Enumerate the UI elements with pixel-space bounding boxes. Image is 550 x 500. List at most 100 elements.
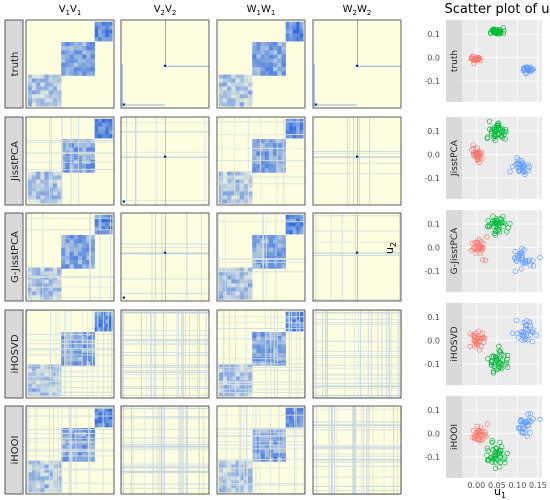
heatmap-cell <box>101 230 106 235</box>
heatmap-cell <box>108 319 113 324</box>
heatmap-cell <box>65 264 70 269</box>
heatmap-cell <box>98 415 102 420</box>
heatmap-cell <box>285 226 290 231</box>
heatmap-cell <box>252 453 257 458</box>
heatmap-streak <box>26 429 114 430</box>
heatmap-cell <box>268 428 274 433</box>
heatmap-cell <box>90 71 95 76</box>
heatmap-cell <box>292 315 297 320</box>
scatter-point <box>496 360 502 366</box>
heatmap-streak <box>121 449 209 450</box>
heatmap-cell <box>222 102 228 107</box>
heatmap-cell <box>268 42 274 47</box>
heatmap-streak <box>65 310 67 398</box>
heatmap-cell <box>101 37 106 42</box>
heatmap-cell <box>105 419 110 424</box>
heatmap-streak <box>59 310 61 398</box>
scatter-point <box>507 169 513 175</box>
heatmap-cell <box>101 411 106 416</box>
heatmap-cell <box>235 480 240 485</box>
heatmap-streak <box>217 381 305 383</box>
heatmap-streak <box>158 406 160 494</box>
heatmap-cell <box>268 139 274 144</box>
heatmap-cell <box>299 29 304 34</box>
scatter-point <box>489 438 495 444</box>
heatmap-cell <box>36 94 41 99</box>
heatmap-cell <box>73 58 79 64</box>
heatmap-cell <box>98 25 102 30</box>
heatmap-cell <box>252 448 257 454</box>
scatter-point <box>530 338 536 345</box>
heatmap-streak <box>313 455 401 457</box>
heatmap-cell <box>222 78 228 83</box>
y-axis-label: u2 <box>383 242 398 254</box>
scatter-strip-label: iHOOI <box>450 424 460 450</box>
heatmap-cell <box>281 336 286 341</box>
heatmap-cell <box>40 464 45 469</box>
heatmap-cell <box>243 90 249 95</box>
scatter-strip <box>446 117 462 199</box>
heatmap-streak <box>367 406 369 494</box>
heatmap-cell <box>222 384 228 389</box>
scatter-point <box>467 331 473 337</box>
heatmap-cell <box>264 432 270 437</box>
heatmap-frame <box>216 309 306 399</box>
heatmap-cell <box>86 155 91 161</box>
heatmap-panel <box>216 405 306 495</box>
heatmap-cell <box>82 264 87 269</box>
heatmap-streak <box>87 310 89 398</box>
y-tick-label: 0.0 <box>427 53 440 62</box>
heatmap-cell <box>252 164 257 169</box>
heatmap-cell <box>285 327 290 332</box>
heatmap-cell <box>105 134 110 139</box>
heatmap-streak <box>278 406 280 494</box>
heatmap-cell <box>227 275 232 280</box>
heatmap-cell <box>90 255 95 261</box>
heatmap-cell <box>260 428 266 433</box>
heatmap-cell <box>239 102 245 107</box>
heatmap-cell <box>292 21 297 26</box>
scatter-point <box>518 266 524 272</box>
heatmap-cell <box>252 340 257 345</box>
heatmap-cell <box>281 71 286 76</box>
heatmap-cell <box>239 199 245 204</box>
heatmap-cell <box>299 311 304 316</box>
heatmap-cell <box>61 164 66 169</box>
heatmap-cell <box>218 279 224 284</box>
heatmap-cell <box>40 380 45 385</box>
heatmap-cell <box>299 411 304 416</box>
heatmap-streak <box>269 406 271 494</box>
heatmap-cell <box>273 164 278 169</box>
heatmap-cell <box>27 187 33 192</box>
heatmap-cell <box>299 118 304 123</box>
heatmap-streak <box>26 348 114 349</box>
heatmap-cell <box>248 267 253 272</box>
heatmap-streak <box>122 310 124 398</box>
heatmap-cell <box>273 67 278 72</box>
heatmap-cell <box>82 440 87 446</box>
heatmap-cell <box>98 130 102 135</box>
heatmap-cell <box>227 476 232 481</box>
heatmap-cell <box>108 327 113 332</box>
heatmap-cell <box>273 332 278 337</box>
heatmap-cell <box>277 54 282 60</box>
heatmap-cell <box>108 126 113 131</box>
heatmap-cell <box>44 279 49 284</box>
scatter-point <box>530 327 536 333</box>
scatter-point <box>518 429 524 435</box>
heatmap-streak <box>217 134 305 136</box>
heatmap-cell <box>296 118 301 123</box>
heatmap-cell <box>77 361 83 366</box>
heatmap-cell <box>90 42 95 47</box>
heatmap-cell <box>292 319 297 324</box>
heatmap-cell <box>289 122 293 127</box>
heatmap-cell <box>101 222 106 227</box>
heatmap-streak <box>121 406 123 494</box>
y-tick-label: 0.1 <box>427 313 440 322</box>
heatmap-streak <box>289 310 290 398</box>
heatmap-cell <box>243 287 249 292</box>
heatmap-streak <box>26 451 114 453</box>
heatmap-cell <box>239 94 245 99</box>
heatmap-cell <box>69 340 75 345</box>
heatmap-cell <box>260 247 266 253</box>
